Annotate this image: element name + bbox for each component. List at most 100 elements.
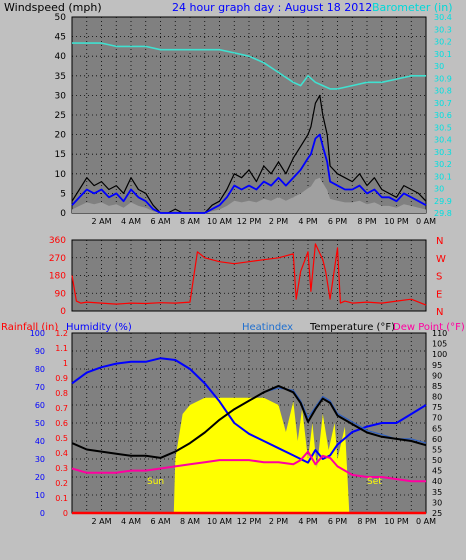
temperature-panel-x-tick-label: 4 PM <box>298 517 317 526</box>
temperature-tick-label: 100 <box>432 350 447 359</box>
compass-label: E <box>436 289 442 300</box>
temperature-tick-label: 90 <box>432 371 442 380</box>
rain-tick-label: 1.2 <box>55 329 68 338</box>
wind-tick-label: 0 <box>60 209 66 219</box>
barometer-tick-label: 30.6 <box>434 111 452 120</box>
direction-tick-label: 0 <box>60 307 66 317</box>
wind-tick-label: 35 <box>55 72 66 82</box>
temperature-panel-x-tick-label: 0 AM <box>416 517 436 526</box>
temperature-tick-label: 80 <box>432 393 442 402</box>
temperature-panel-x-tick-label: 6 PM <box>328 517 347 526</box>
wind-tick-label: 10 <box>55 170 67 180</box>
sunrise-label: Sun <box>147 477 164 487</box>
wind-panel-x-tick-label: 2 AM <box>91 217 111 226</box>
barometer-tick-label: 30.7 <box>434 99 452 108</box>
dewpoint-line <box>71 450 426 483</box>
temperature-tick-label: 25 <box>432 509 442 518</box>
temperature-tick-label: 30 <box>432 498 442 507</box>
temperature-tick-label: 55 <box>432 445 442 454</box>
temperature-panel-x-tick-label: 2 PM <box>269 517 288 526</box>
data-layer <box>71 42 427 515</box>
temperature-tick-label: 60 <box>432 435 442 444</box>
wind-panel-x-tick-label: 8 PM <box>357 217 376 226</box>
rain-tick-label: 0.9 <box>55 374 68 383</box>
temperature-tick-label: 50 <box>432 456 442 465</box>
compass-label: W <box>436 254 446 265</box>
rain-tick-label: 0.4 <box>55 449 68 458</box>
humidity-tick-label: 100 <box>30 329 45 338</box>
temperature-panel-x-tick-label: 8 AM <box>180 517 200 526</box>
wind-panel-x-tick-label: 6 PM <box>328 217 347 226</box>
heatindex-label: Heatindex <box>242 322 293 333</box>
sunset-label: Set <box>367 477 382 487</box>
humidity-tick-label: 40 <box>35 437 45 446</box>
rain-tick-label: 0.8 <box>55 389 68 398</box>
wind-tick-label: 25 <box>55 111 66 121</box>
barometer-tick-label: 30.3 <box>434 148 452 157</box>
wind-panel-x-tick-label: 8 AM <box>180 217 200 226</box>
barometer-tick-label: 30 <box>434 62 444 71</box>
graph-title: 24 hour graph day : August 18 2012 <box>172 1 372 14</box>
temperature-tick-label: 70 <box>432 414 442 423</box>
wind-panel-x-tick-label: 2 PM <box>269 217 288 226</box>
rain-tick-label: 1 <box>63 359 68 368</box>
wind-panel-x-tick-label: 4 AM <box>121 217 141 226</box>
wind-tick-label: 20 <box>55 131 67 141</box>
humidity-tick-label: 70 <box>35 383 45 392</box>
wind-tick-label: 15 <box>55 150 66 160</box>
temperature-panel-x-tick-label: 10 AM <box>207 517 232 526</box>
wind-tick-label: 5 <box>60 189 66 199</box>
direction-tick-label: 360 <box>49 236 66 246</box>
wind-panel-x-tick-label: 10 AM <box>207 217 232 226</box>
temperature-tick-label: 65 <box>432 424 442 433</box>
barometer-tick-label: 30.2 <box>434 38 452 47</box>
wind-tick-label: 40 <box>55 52 67 62</box>
wind-panel-x-tick-label: 4 PM <box>298 217 317 226</box>
direction-tick-label: 180 <box>49 272 66 282</box>
rain-tick-label: 0.7 <box>55 404 68 413</box>
temperature-axis-label: Temperature (°F) <box>309 322 395 333</box>
wind-tick-label: 45 <box>55 33 66 43</box>
direction-line <box>71 243 427 306</box>
solar-area <box>72 397 426 513</box>
barometer-line <box>72 42 426 90</box>
temperature-tick-label: 45 <box>432 467 442 476</box>
direction-tick-label: 270 <box>49 254 66 264</box>
windspeed-axis-label: Windspeed (mph) <box>4 1 102 14</box>
temperature-tick-label: 105 <box>432 340 447 349</box>
wind-tick-label: 50 <box>55 13 67 23</box>
humidity-tick-label: 60 <box>35 401 45 410</box>
humidity-tick-label: 30 <box>35 455 45 464</box>
barometer-tick-label: 30.5 <box>434 123 452 132</box>
temperature-panel-x-tick-label: 6 AM <box>150 517 170 526</box>
dewpoint-axis-label: Dew Point (°F) <box>393 322 465 333</box>
barometer-tick-label: 30 <box>434 185 444 194</box>
barometer-tick-label: 29.8 <box>434 209 452 218</box>
humidity-tick-label: 90 <box>35 347 45 356</box>
temperature-tick-label: 110 <box>432 329 447 338</box>
temperature-panel-x-tick-label: 12 PM <box>237 517 262 526</box>
humidity-tick-label: 20 <box>35 473 45 482</box>
rain-tick-label: 0.6 <box>55 419 68 428</box>
temperature-tick-label: 95 <box>432 361 442 370</box>
barometer-tick-label: 30.2 <box>434 160 452 169</box>
wind-panel-x-tick-label: 12 PM <box>237 217 262 226</box>
wind-panel-x-tick-label: 6 AM <box>150 217 170 226</box>
temperature-tick-label: 85 <box>432 382 442 391</box>
humidity-tick-label: 80 <box>35 365 45 374</box>
rain-tick-label: 0 <box>63 509 68 518</box>
compass-label: N <box>436 307 443 318</box>
temperature-panel-x-tick-label: 8 PM <box>357 517 376 526</box>
temperature-line <box>71 384 427 459</box>
wind-avg-line <box>71 133 427 214</box>
barometer-axis-label: Barometer (in) <box>372 1 453 14</box>
rain-tick-label: 1.1 <box>55 344 68 353</box>
rain-tick-label: 0.5 <box>55 434 68 443</box>
temperature-panel-x-tick-label: 4 AM <box>121 517 141 526</box>
barometer-tick-label: 30.4 <box>434 136 452 145</box>
direction-tick-label: 90 <box>55 289 67 299</box>
barometer-tick-label: 30.1 <box>434 172 452 181</box>
humidity-tick-label: 0 <box>40 509 45 518</box>
